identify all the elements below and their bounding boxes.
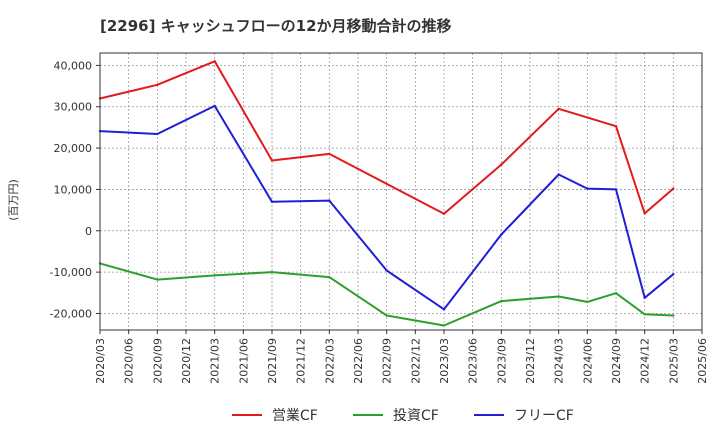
data-point xyxy=(614,188,618,191)
data-point xyxy=(442,308,446,311)
legend: 営業CF 投資CF フリーCF xyxy=(232,408,574,424)
data-point xyxy=(672,187,675,190)
legend-label: 投資CF xyxy=(393,408,439,424)
series-layer xyxy=(98,60,675,327)
y-tick-label: 40,000 xyxy=(54,59,93,72)
y-tick-labels: -20,000 -10,000 0 10,000 20,000 30,000 40,000 xyxy=(50,59,100,320)
data-point xyxy=(385,269,388,272)
data-point xyxy=(156,278,159,281)
x-tick-label: 2025/06 xyxy=(696,338,709,384)
data-point xyxy=(270,200,274,204)
x-tick-label: 2024/06 xyxy=(581,338,594,384)
y-tick-label: -20,000 xyxy=(50,307,92,320)
x-tick-label: 2021/03 xyxy=(209,338,222,384)
data-point xyxy=(500,233,503,236)
data-point xyxy=(442,324,446,327)
x-tick-label: 2023/12 xyxy=(524,338,537,384)
data-point xyxy=(557,173,560,176)
data-point xyxy=(156,83,159,87)
y-tick-label: 30,000 xyxy=(54,101,93,114)
legend-item: 営業CF xyxy=(232,408,318,424)
x-tick-label: 2022/06 xyxy=(352,338,365,384)
data-point xyxy=(213,60,216,63)
data-point xyxy=(328,275,331,279)
data-point xyxy=(672,314,675,317)
data-point xyxy=(156,132,159,136)
x-tick-label: 2020/06 xyxy=(123,338,136,384)
data-point xyxy=(557,295,560,298)
data-point xyxy=(643,212,646,215)
legend-item: フリーCF xyxy=(474,408,574,424)
y-tick-label: 0 xyxy=(85,225,92,238)
data-point xyxy=(328,199,331,202)
y-tick-label: 10,000 xyxy=(54,183,93,196)
data-point xyxy=(643,296,646,299)
x-tick-label: 2023/06 xyxy=(467,338,480,384)
legend-item: 投資CF xyxy=(353,408,439,424)
data-point xyxy=(643,313,646,316)
data-point xyxy=(328,152,331,156)
data-point xyxy=(672,272,675,276)
x-tick-label: 2022/03 xyxy=(323,338,336,384)
series-投資CF xyxy=(98,262,675,327)
series-営業CF xyxy=(98,60,675,216)
x-tick-label: 2024/03 xyxy=(553,338,566,384)
x-tick-label: 2025/03 xyxy=(667,338,680,384)
x-tick-label: 2020/12 xyxy=(180,338,193,384)
x-tick-labels: 2020/03 2020/06 2020/09 2020/12 2021/03 2021/… xyxy=(94,330,709,384)
y-tick-label: -10,000 xyxy=(50,266,92,279)
x-tick-label: 2022/09 xyxy=(381,338,394,384)
series-フリーCF xyxy=(98,104,675,311)
x-tick-label: 2020/03 xyxy=(94,338,107,384)
data-point xyxy=(213,104,216,108)
x-tick-label: 2020/09 xyxy=(151,338,164,384)
data-point xyxy=(270,270,274,274)
x-tick-label: 2024/12 xyxy=(639,338,652,384)
x-tick-label: 2021/06 xyxy=(237,338,250,384)
data-point xyxy=(385,314,388,317)
data-point xyxy=(614,124,618,128)
data-point xyxy=(586,187,589,190)
data-point xyxy=(442,212,446,216)
plot-frame xyxy=(99,52,703,331)
x-tick-label: 2023/03 xyxy=(438,338,451,384)
data-point xyxy=(614,292,618,295)
legend-label: フリーCF xyxy=(514,408,574,424)
grid-layer xyxy=(99,53,703,330)
x-tick-label: 2023/09 xyxy=(495,338,508,384)
data-point xyxy=(500,163,503,166)
data-point xyxy=(557,107,560,111)
x-tick-label: 2021/09 xyxy=(266,338,279,384)
x-tick-label: 2021/12 xyxy=(295,338,308,384)
data-point xyxy=(586,300,589,304)
x-tick-label: 2022/12 xyxy=(409,338,422,384)
y-tick-label: 20,000 xyxy=(54,142,93,155)
data-point xyxy=(500,299,503,303)
y-axis-label: (百万円) xyxy=(7,179,20,221)
x-tick-label: 2024/09 xyxy=(610,338,623,384)
data-point xyxy=(270,159,274,162)
data-point xyxy=(213,274,216,277)
legend-label: 営業CF xyxy=(272,408,318,424)
chart-title: [2296] キャッシュフローの12か月移動合計の推移 xyxy=(100,17,452,35)
